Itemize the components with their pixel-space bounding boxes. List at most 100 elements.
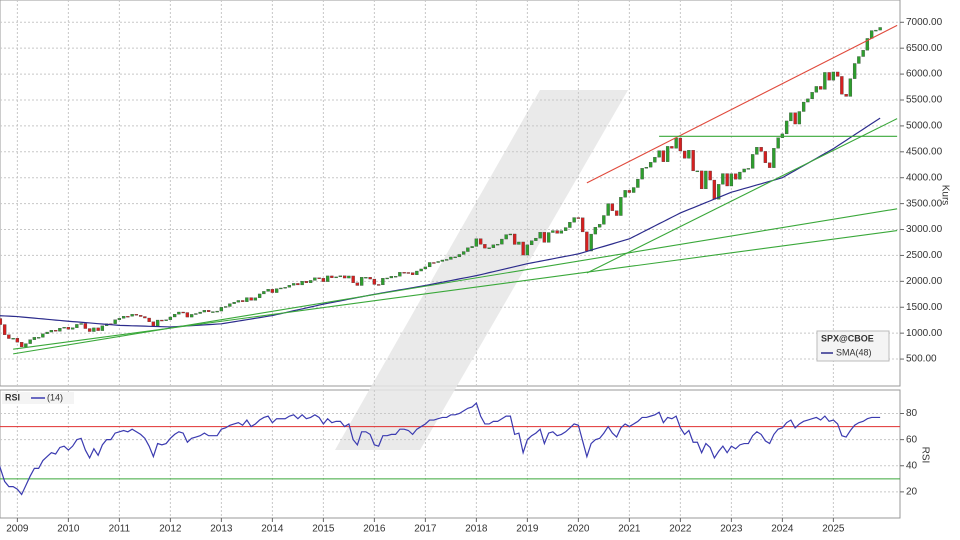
candle: [580, 217, 585, 233]
candle: [691, 150, 695, 172]
candle: [24, 343, 28, 348]
candle: [211, 311, 215, 313]
legend-label: SMA(48): [836, 347, 872, 357]
candle: [797, 111, 802, 125]
x-tick-label: 2025: [822, 524, 845, 535]
candle: [806, 98, 810, 103]
candle: [725, 173, 729, 187]
candle: [223, 306, 228, 308]
candle: [134, 314, 139, 316]
candle: [648, 162, 653, 168]
candle: [440, 259, 445, 262]
candle: [784, 120, 789, 135]
x-tick-label: 2022: [669, 524, 692, 535]
candle: [653, 157, 657, 163]
candle: [755, 147, 759, 155]
candle: [160, 319, 164, 322]
candle: [525, 244, 530, 256]
candle: [750, 154, 755, 169]
candle: [313, 277, 317, 281]
candle: [215, 310, 219, 313]
candle: [245, 297, 249, 302]
candle: [317, 277, 321, 279]
candle: [432, 262, 436, 264]
candle: [436, 261, 440, 263]
candle: [194, 313, 198, 315]
candle: [568, 222, 572, 228]
candle: [253, 297, 258, 301]
candle: [461, 251, 466, 255]
candle: [572, 217, 576, 223]
candle: [576, 217, 581, 219]
candle: [661, 150, 666, 162]
candle: [593, 227, 598, 235]
x-tick-label: 2016: [363, 524, 386, 535]
candle: [355, 282, 360, 286]
candle: [121, 316, 126, 319]
candle: [181, 311, 185, 314]
series-line: [0, 401, 881, 496]
candle: [831, 71, 836, 81]
candle: [236, 300, 241, 303]
candle: [155, 319, 160, 327]
candle: [198, 311, 202, 314]
candle: [636, 178, 640, 188]
candle: [143, 316, 147, 319]
candle: [368, 277, 372, 280]
trend-line: [586, 24, 898, 184]
candle: [325, 275, 330, 282]
candle: [712, 179, 717, 200]
y-tick-label: 6500.00: [906, 43, 943, 54]
candle: [126, 316, 130, 318]
candle: [66, 327, 71, 330]
candle: [96, 327, 100, 331]
x-tick-label: 2015: [312, 524, 335, 535]
candle: [546, 232, 551, 243]
candle: [563, 227, 568, 231]
candle: [657, 150, 661, 158]
x-tick-label: 2009: [6, 524, 29, 535]
candle: [644, 166, 649, 169]
candle: [53, 330, 58, 332]
candle: [283, 287, 287, 289]
candle: [376, 284, 381, 286]
x-tick-label: 2023: [720, 524, 743, 535]
candle: [453, 256, 457, 259]
candle: [444, 259, 449, 261]
candle: [602, 215, 606, 225]
candle: [631, 187, 636, 193]
candle: [818, 86, 823, 90]
candle: [665, 146, 670, 162]
y-tick-label: 6000.00: [906, 69, 943, 80]
candle: [304, 281, 309, 283]
candle: [347, 275, 351, 279]
y-tick-label: 4000.00: [906, 172, 943, 183]
candle: [15, 338, 20, 343]
candle: [470, 246, 474, 248]
candle: [814, 86, 819, 93]
candle: [746, 168, 751, 170]
candle: [28, 339, 32, 344]
candle: [483, 244, 487, 249]
y-tick-label: 60: [906, 434, 918, 445]
candle: [75, 324, 79, 328]
candle: [478, 238, 483, 245]
candle: [801, 101, 806, 112]
candle: [151, 321, 156, 327]
y-tick-label: 3000.00: [906, 224, 943, 235]
candle: [189, 314, 194, 318]
candle: [512, 233, 517, 245]
y-tick-label: 7000.00: [906, 17, 943, 28]
x-tick-label: 2011: [109, 524, 131, 535]
candle: [614, 210, 619, 216]
candle: [619, 197, 623, 216]
legend-label: (14): [47, 392, 63, 402]
x-tick-label: 2014: [261, 524, 284, 535]
candle: [83, 323, 88, 329]
candle: [861, 50, 865, 57]
candle: [538, 232, 542, 239]
candle: [878, 27, 882, 31]
x-tick-label: 2019: [516, 524, 539, 535]
candle: [62, 327, 66, 329]
candle: [810, 92, 814, 100]
